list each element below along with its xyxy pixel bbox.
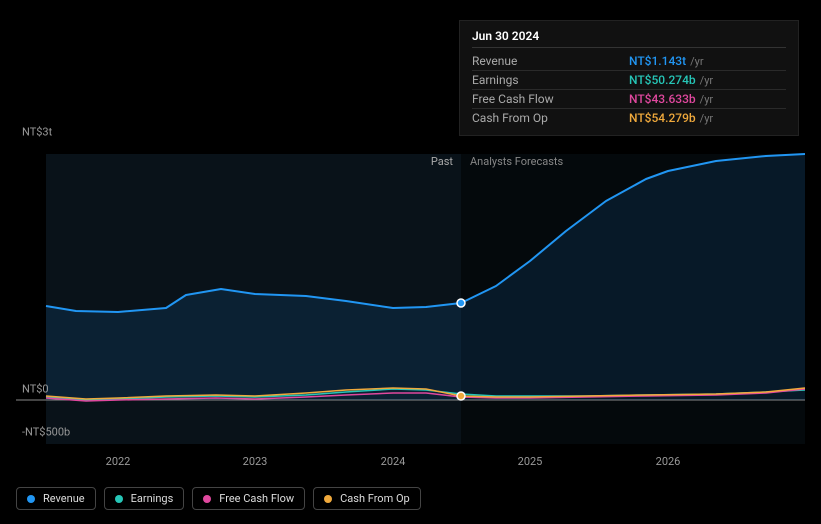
x-axis-tick: 2022 [106, 455, 131, 468]
legend-label: Revenue [43, 492, 85, 505]
forecast-label: Analysts Forecasts [470, 155, 563, 168]
chart-legend: Revenue Earnings Free Cash Flow Cash From O… [16, 487, 421, 510]
legend-item-cfo[interactable]: Cash From Op [313, 487, 421, 510]
tooltip-row-label: Cash From Op [472, 111, 629, 125]
tooltip-row-value: NT$1.143t [629, 54, 686, 68]
legend-label: Free Cash Flow [219, 492, 294, 505]
legend-dot-icon [27, 495, 35, 503]
tooltip-row-unit: /yr [700, 74, 713, 87]
tooltip-row-label: Free Cash Flow [472, 92, 629, 106]
tooltip-row-value: NT$50.274b [629, 73, 696, 87]
legend-label: Earnings [131, 492, 174, 505]
tooltip-row-label: Revenue [472, 54, 629, 68]
tooltip-row: EarningsNT$50.274b/yr [472, 71, 786, 90]
legend-dot-icon [115, 495, 123, 503]
legend-dot-icon [324, 495, 332, 503]
tooltip-row: RevenueNT$1.143t/yr [472, 52, 786, 71]
tooltip-row-unit: /yr [690, 55, 703, 68]
legend-dot-icon [203, 495, 211, 503]
tooltip-rows: RevenueNT$1.143t/yrEarningsNT$50.274b/yr… [472, 52, 786, 127]
chart-container: Past Analysts Forecasts NT$3t NT$0 -NT$500… [16, 16, 805, 476]
legend-label: Cash From Op [340, 492, 410, 505]
x-axis-tick: 2026 [656, 455, 681, 468]
y-axis-tick: NT$0 [22, 383, 49, 396]
tooltip-row-unit: /yr [700, 112, 713, 125]
tooltip-row-label: Earnings [472, 73, 629, 87]
x-axis-tick: 2024 [381, 455, 406, 468]
y-axis-tick: -NT$500b [22, 426, 70, 439]
legend-item-fcf[interactable]: Free Cash Flow [192, 487, 305, 510]
tooltip-row: Cash From OpNT$54.279b/yr [472, 109, 786, 127]
past-label: Past [431, 155, 453, 168]
x-axis-tick: 2025 [518, 455, 543, 468]
tooltip-row-value: NT$43.633b [629, 92, 696, 106]
chart-tooltip: Jun 30 2024 RevenueNT$1.143t/yrEarningsN… [459, 20, 799, 136]
tooltip-row-value: NT$54.279b [629, 111, 696, 125]
y-axis-tick: NT$3t [22, 126, 52, 139]
tooltip-row: Free Cash FlowNT$43.633b/yr [472, 90, 786, 109]
legend-item-revenue[interactable]: Revenue [16, 487, 96, 510]
x-axis-tick: 2023 [243, 455, 268, 468]
legend-item-earnings[interactable]: Earnings [104, 487, 185, 510]
tooltip-title: Jun 30 2024 [472, 29, 786, 48]
tooltip-row-unit: /yr [700, 93, 713, 106]
